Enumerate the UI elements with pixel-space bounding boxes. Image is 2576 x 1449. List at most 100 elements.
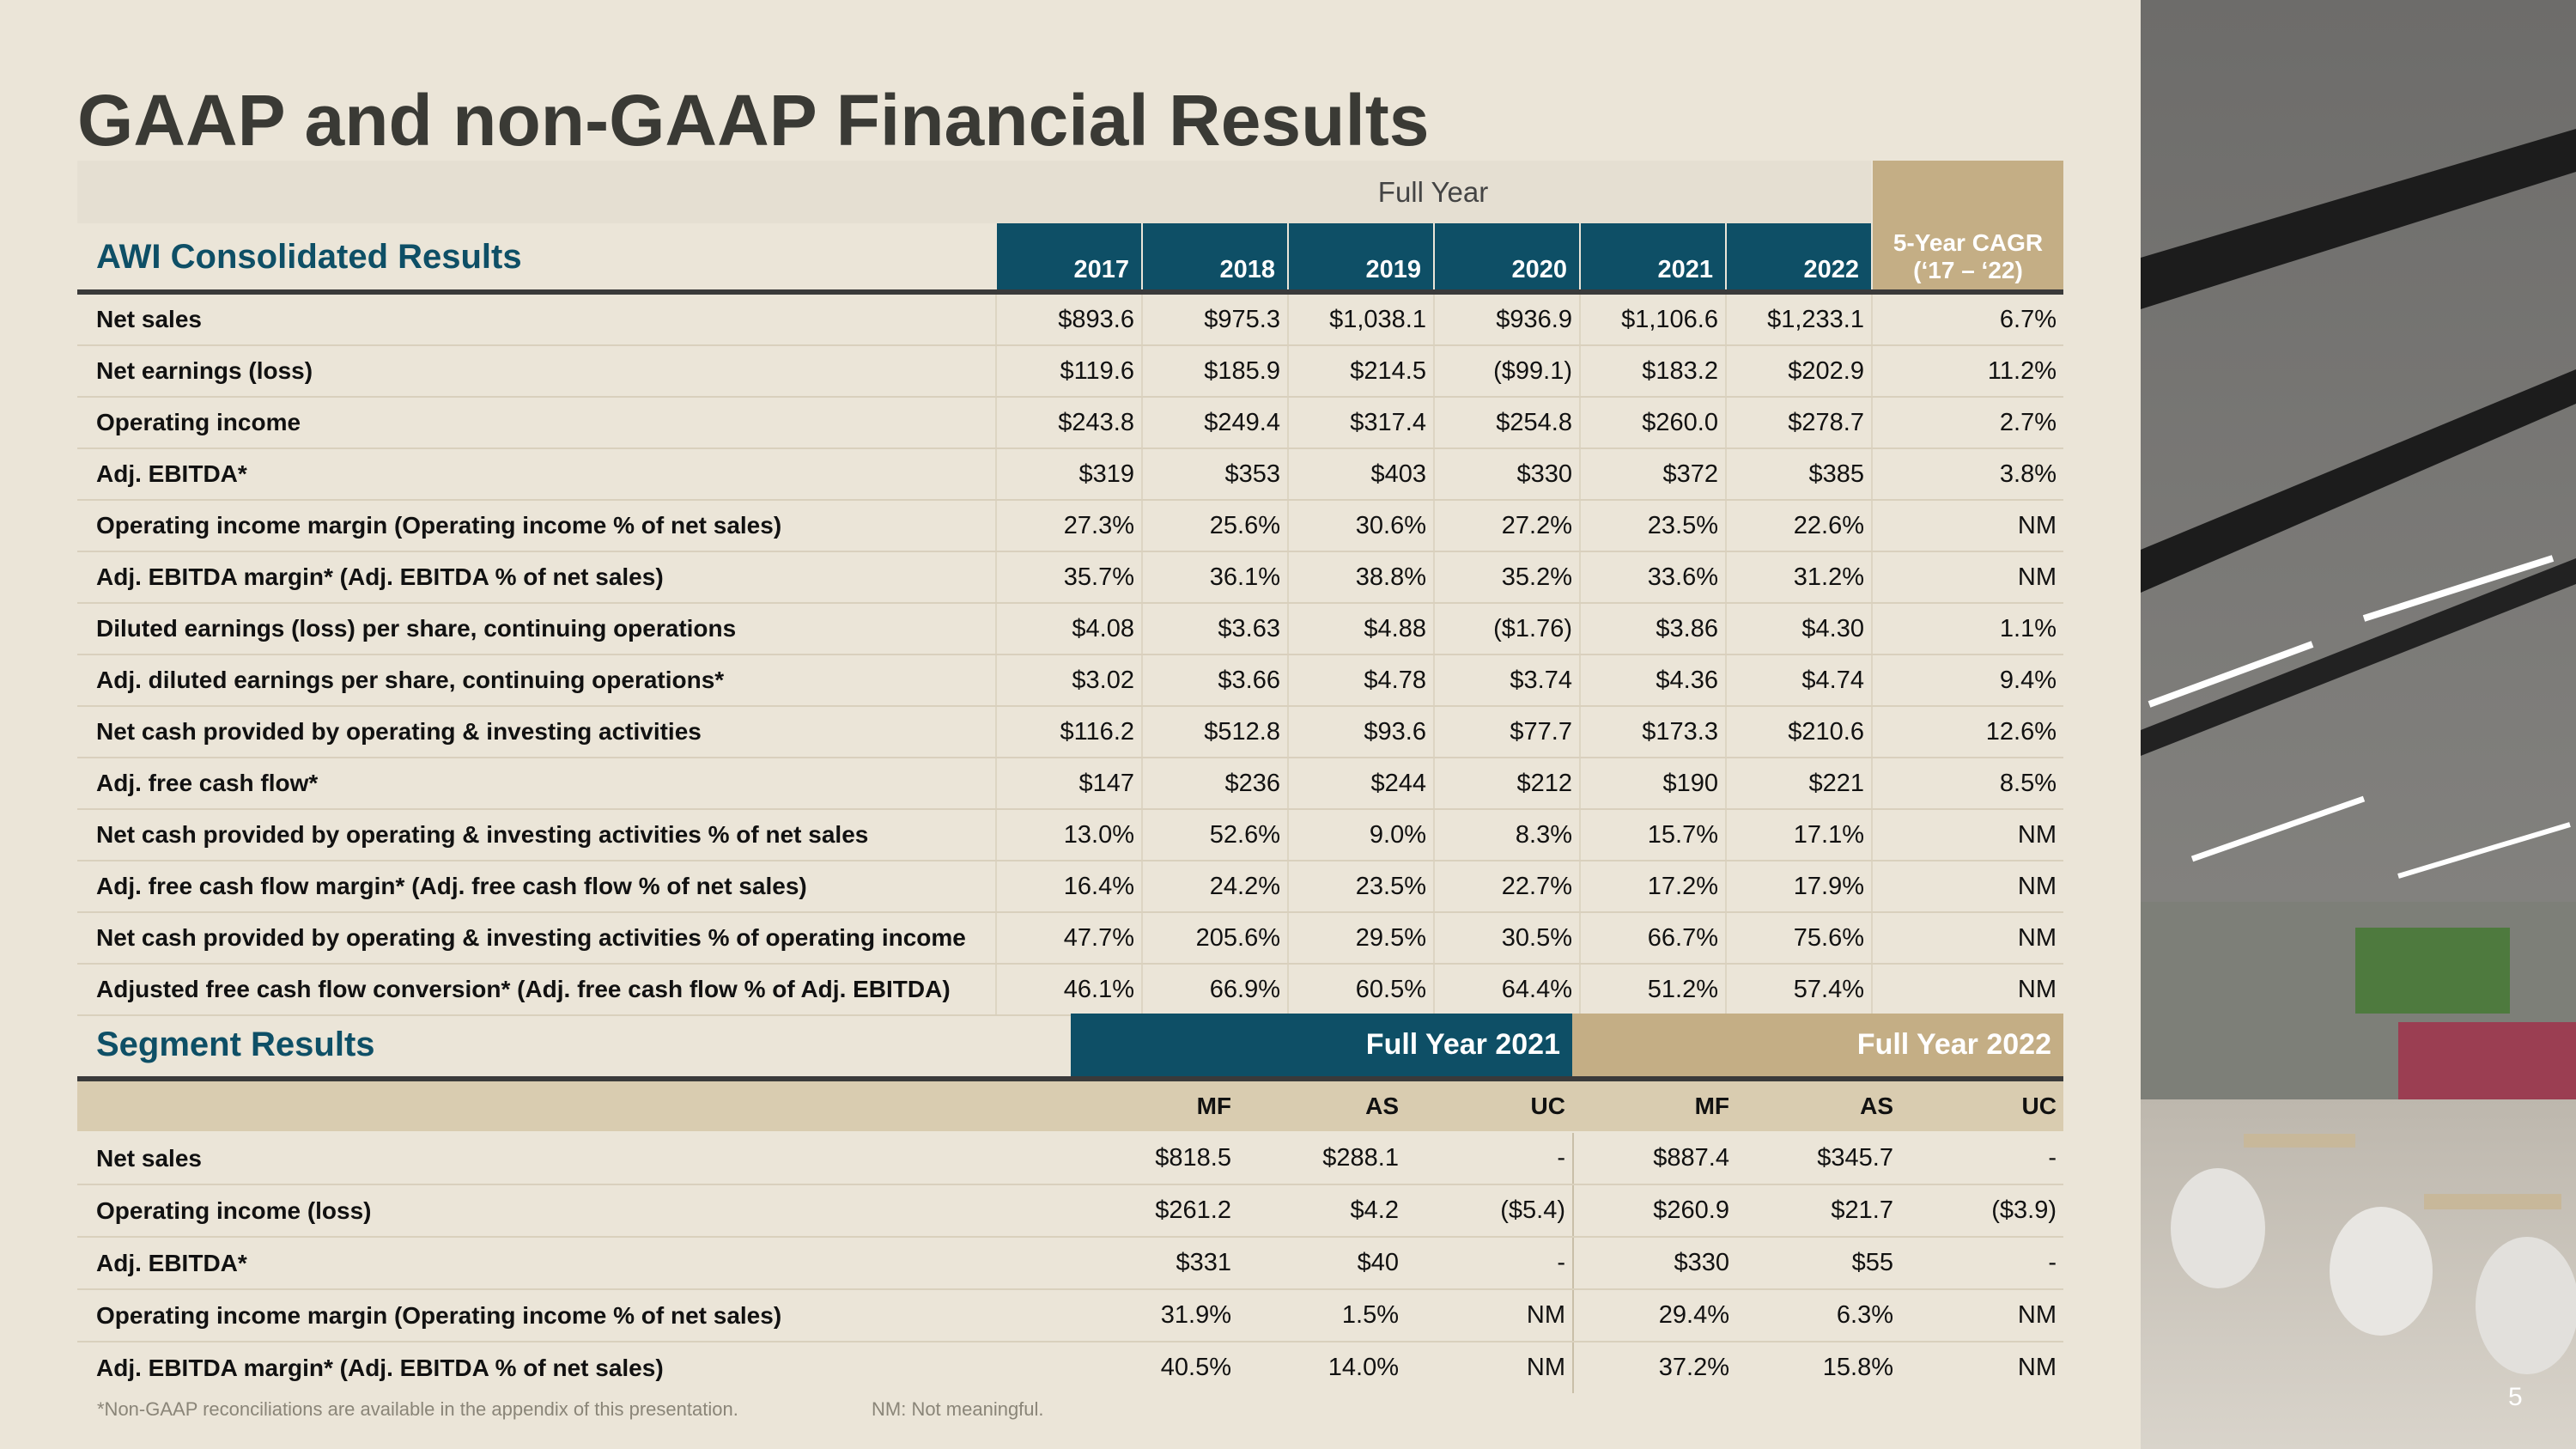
cell-value: $4.88	[1287, 604, 1433, 654]
cell-value: 12.6%	[1871, 707, 2063, 757]
cell-value: ($5.4)	[1500, 1196, 1565, 1224]
cell-value: 47.7%	[995, 913, 1141, 963]
cell-value: NM	[1871, 810, 2063, 860]
cell-value: 57.4%	[1725, 965, 1871, 1014]
cell-value: 31.2%	[1725, 552, 1871, 602]
subheader-row	[77, 1081, 2063, 1131]
column-header: AS	[1860, 1093, 1893, 1119]
cell-value: 27.2%	[1433, 501, 1579, 551]
cell-value: $185.9	[1141, 346, 1287, 396]
page-number: 5	[2508, 1383, 2523, 1411]
light	[2397, 822, 2571, 879]
row-rule	[77, 1184, 2063, 1185]
cell-value: 60.5%	[1287, 965, 1433, 1014]
cell-value: NM	[1526, 1354, 1565, 1381]
cell-value: 1.5%	[1341, 1301, 1399, 1329]
group-header: Full Year 2022	[1572, 1014, 2063, 1076]
cell-value: ($99.1)	[1433, 346, 1579, 396]
row-label: Adj. EBITDA*	[96, 1249, 247, 1276]
cell-value: -	[1557, 1249, 1565, 1276]
cell-value: 29.4%	[1572, 1290, 1736, 1341]
cell-value: 33.6%	[1579, 552, 1725, 602]
cell-value: $254.8	[1433, 398, 1579, 447]
cell-value: $3.63	[1141, 604, 1287, 654]
table-heading: AWI Consolidated Results	[96, 238, 522, 276]
row-rule	[77, 447, 2063, 449]
cell-value: $330	[1572, 1238, 1736, 1288]
cell-value: 27.3%	[995, 501, 1141, 551]
cell-value: 37.2%	[1572, 1342, 1736, 1393]
column-header: 2020	[1433, 223, 1579, 291]
cell-value: $3.86	[1579, 604, 1725, 654]
chair	[2476, 1237, 2576, 1374]
row-rule	[77, 860, 2063, 861]
cell-value: $4.78	[1287, 655, 1433, 705]
row-label: Net sales	[96, 1144, 202, 1172]
cell-value: NM	[1871, 552, 2063, 602]
light	[2362, 555, 2555, 622]
cell-value: 22.6%	[1725, 501, 1871, 551]
cell-value: 8.5%	[1871, 758, 2063, 808]
cell-value: $975.3	[1141, 295, 1287, 344]
cell-value: $1,233.1	[1725, 295, 1871, 344]
cell-value: -	[2048, 1144, 2057, 1172]
cell-value: 17.2%	[1579, 861, 1725, 911]
cell-value: NM	[1526, 1301, 1565, 1329]
row-rule	[77, 1236, 2063, 1238]
column-header: 2017	[995, 223, 1141, 291]
cell-value: NM	[1871, 965, 2063, 1014]
cell-value: $345.7	[1817, 1144, 1893, 1172]
cell-value: $77.7	[1433, 707, 1579, 757]
cell-value: 15.7%	[1579, 810, 1725, 860]
cell-value: $40	[1357, 1249, 1399, 1276]
cell-value: ($1.76)	[1433, 604, 1579, 654]
cell-value: 3.8%	[1871, 449, 2063, 499]
cell-value: $403	[1287, 449, 1433, 499]
row-rule	[77, 808, 2063, 810]
row-rule	[77, 1288, 2063, 1290]
column-header: 2018	[1141, 223, 1287, 291]
beam	[2141, 129, 2576, 309]
group-header: Full Year 2021	[1071, 1014, 1572, 1076]
cell-value: $4.74	[1725, 655, 1871, 705]
cell-value: 17.1%	[1725, 810, 1871, 860]
cell-value: 16.4%	[995, 861, 1141, 911]
row-label: Adj. EBITDA*	[96, 460, 247, 487]
cell-value: 2.7%	[1871, 398, 2063, 447]
cell-value: $331	[1176, 1249, 1231, 1276]
footnote: *Non-GAAP reconciliations are available …	[97, 1398, 738, 1420]
row-label: Net cash provided by operating & investi…	[96, 924, 966, 951]
column-header: 2019	[1287, 223, 1433, 291]
row-rule	[77, 1341, 2063, 1342]
cell-value: $3.66	[1141, 655, 1287, 705]
cell-value: $288.1	[1322, 1144, 1399, 1172]
cell-value: $119.6	[995, 346, 1141, 396]
cell-value: 6.3%	[1836, 1301, 1893, 1329]
cell-value: NM	[1871, 501, 2063, 551]
cell-value: $260.9	[1572, 1185, 1736, 1236]
cell-value: 30.5%	[1433, 913, 1579, 963]
cell-value: $4.2	[1350, 1196, 1399, 1224]
row-label: Diluted earnings (loss) per share, conti…	[96, 615, 737, 642]
row-rule	[77, 705, 2063, 707]
cell-value: $244	[1287, 758, 1433, 808]
row-rule	[77, 551, 2063, 552]
cell-value: 38.8%	[1287, 552, 1433, 602]
cell-value: 66.7%	[1579, 913, 1725, 963]
cell-value: 36.1%	[1141, 552, 1287, 602]
row-label: Operating income margin (Operating incom…	[96, 512, 782, 539]
row-label: Adj. EBITDA margin* (Adj. EBITDA % of ne…	[96, 1354, 664, 1381]
header-rule	[77, 289, 2063, 295]
light	[2190, 795, 2366, 862]
cell-value: 51.2%	[1579, 965, 1725, 1014]
cell-value: 14.0%	[1327, 1354, 1399, 1381]
row-label: Adj. EBITDA margin* (Adj. EBITDA % of ne…	[96, 563, 664, 590]
cell-value: $317.4	[1287, 398, 1433, 447]
cell-value: $147	[995, 758, 1141, 808]
cell-value: 35.7%	[995, 552, 1141, 602]
row-label: Net cash provided by operating & investi…	[96, 718, 702, 745]
row-rule	[77, 654, 2063, 655]
cell-value: $260.0	[1579, 398, 1725, 447]
cell-value: $243.8	[995, 398, 1141, 447]
cell-value: $1,038.1	[1287, 295, 1433, 344]
